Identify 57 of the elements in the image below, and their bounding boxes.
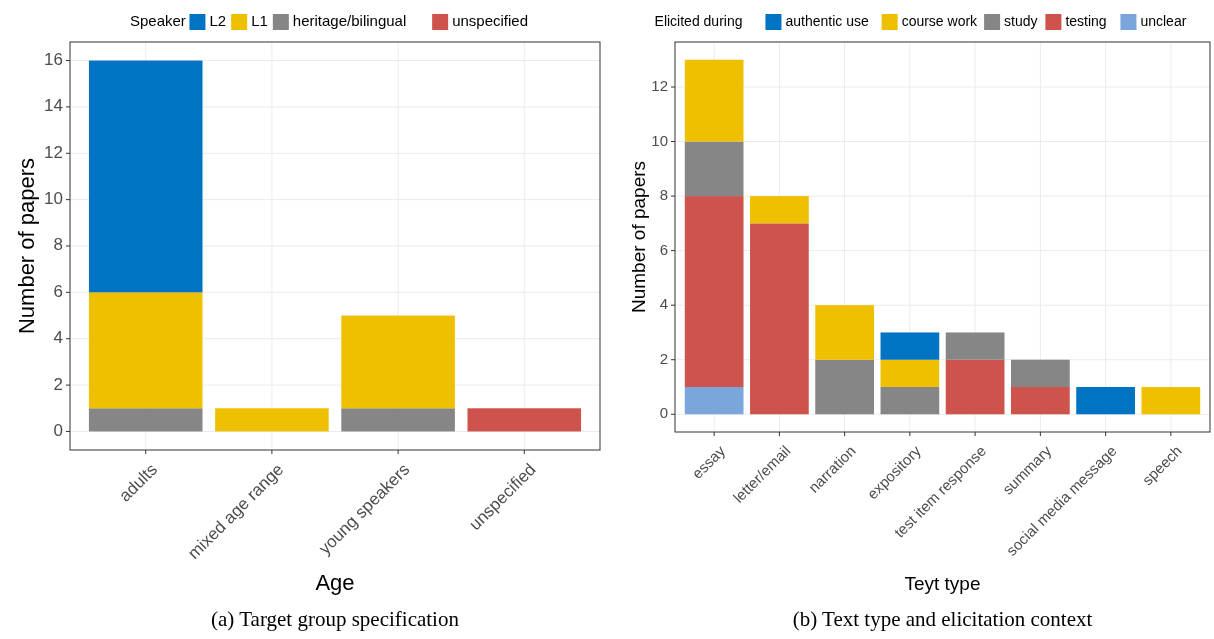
y-tick-label: 6 [53, 281, 63, 301]
bar [215, 408, 329, 432]
legend-label: L2 [209, 11, 227, 29]
y-tick-label: 2 [53, 374, 63, 394]
bar [1141, 387, 1201, 415]
bar [88, 408, 203, 432]
text: (a) Target group specification [211, 607, 460, 631]
y-tick-label: 2 [659, 349, 668, 367]
legend-label: unspecified [452, 11, 529, 29]
bar [750, 196, 809, 224]
y-tick-label: 12 [44, 142, 63, 162]
bar [341, 315, 455, 409]
bar [684, 141, 744, 197]
bar [684, 387, 744, 415]
x-axis-title: Age [315, 570, 355, 595]
bar [880, 359, 940, 387]
y-tick-label: 14 [44, 96, 63, 116]
y-tick-label: 8 [659, 186, 668, 204]
y-tick-label: 0 [53, 420, 63, 440]
legend-label: study [1004, 12, 1038, 29]
legend-label: heritage/bilingual [292, 11, 407, 29]
bar [1076, 387, 1135, 415]
legend-label: testing [1065, 12, 1107, 29]
legend-title: Speaker [130, 11, 186, 29]
legend-label: L1 [251, 11, 268, 29]
y-tick-label: 8 [53, 235, 63, 255]
bar [1011, 359, 1070, 387]
legend-label: authentic use [785, 12, 869, 29]
bar [945, 332, 1005, 360]
bar [815, 359, 874, 415]
y-tick-label: 12 [651, 76, 668, 94]
y-tick-label: 6 [659, 240, 668, 258]
text: (b) Text type and elicitation context [792, 607, 1093, 631]
bar [945, 359, 1005, 415]
bar [684, 196, 744, 387]
legend-label: unclear [1140, 12, 1187, 29]
bar [815, 305, 874, 360]
bar [880, 332, 940, 360]
y-tick-label: 4 [53, 328, 63, 348]
y-axis-title: Number of papers [628, 160, 650, 314]
y-tick-label: 4 [659, 295, 668, 313]
y-tick-label: 16 [44, 50, 63, 70]
bar [341, 408, 455, 432]
bar [750, 223, 809, 415]
bar [684, 59, 744, 142]
bar [88, 292, 203, 409]
bar [880, 387, 940, 415]
x-axis-title: Teyt type [904, 573, 981, 594]
y-tick-label: 10 [44, 189, 63, 209]
bar [1011, 387, 1070, 415]
y-axis-title: Number of papers [13, 157, 39, 335]
y-tick-label: 0 [659, 404, 668, 422]
legend-label: course work [901, 12, 979, 29]
legend-title: Elicited during [654, 12, 743, 29]
y-tick-label: 10 [651, 131, 668, 149]
bar [467, 408, 582, 432]
bar [88, 60, 203, 293]
